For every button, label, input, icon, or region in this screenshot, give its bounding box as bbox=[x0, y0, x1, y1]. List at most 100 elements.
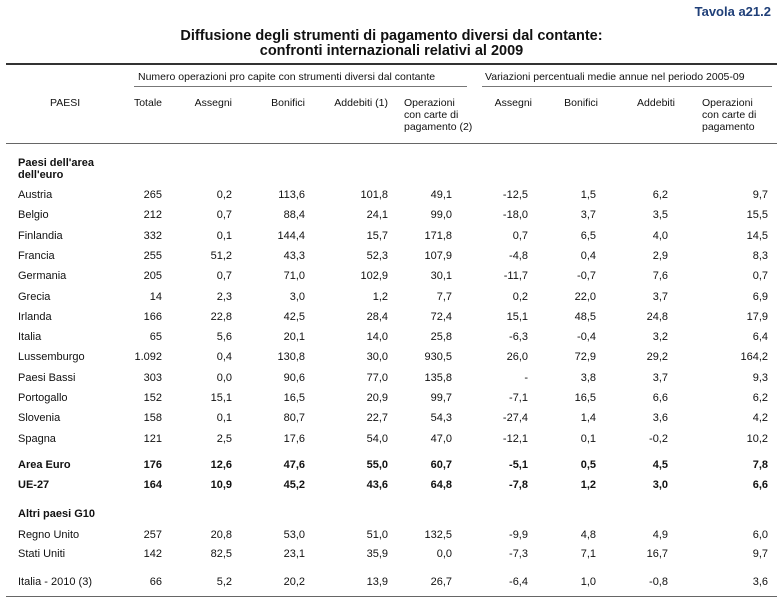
col-header-addebiti: Addebiti (1) bbox=[334, 97, 388, 109]
table-row: Paesi Bassi 303 0,0 90,6 77,0 135,8 - 3,8 3,7 9,3 bbox=[0, 372, 783, 388]
cell-addebiti: 24,1 bbox=[366, 209, 388, 222]
col-header-var-operazioni: Operazioni con carte di pagamento bbox=[702, 97, 772, 133]
cell-var-bonifici: 72,9 bbox=[574, 351, 596, 364]
cell-totale: 158 bbox=[143, 412, 162, 425]
country-name: Italia bbox=[18, 331, 42, 344]
cell-var-assegni: -4,8 bbox=[509, 249, 528, 262]
cell-var-bonifici: 7,1 bbox=[580, 548, 596, 560]
cell-var-operazioni: 6,4 bbox=[752, 331, 768, 344]
cell-operazioni: 7,7 bbox=[436, 290, 452, 303]
col-header-operazioni-line: con carte di bbox=[404, 109, 459, 121]
cell-var-operazioni: 10,2 bbox=[746, 432, 768, 445]
cell-var-operazioni: 6,6 bbox=[752, 479, 768, 491]
cell-totale: 65 bbox=[149, 331, 162, 344]
cell-operazioni: 135,8 bbox=[424, 371, 452, 384]
cell-operazioni: 26,7 bbox=[430, 576, 452, 588]
cell-operazioni: 64,8 bbox=[430, 479, 452, 491]
cell-addebiti: 55,0 bbox=[366, 459, 388, 471]
cell-assegni: 2,5 bbox=[216, 432, 232, 445]
cell-addebiti: 43,6 bbox=[366, 479, 388, 491]
col-header-assegni: Assegni bbox=[194, 97, 232, 109]
table-row: Irlanda 166 22,8 42,5 28,4 72,4 15,1 48,5 24,8 17… bbox=[0, 311, 783, 327]
title-line-2: confronti internazionali relativi al 200… bbox=[259, 43, 524, 59]
cell-assegni: 20,8 bbox=[210, 529, 232, 541]
cell-var-operazioni: 9,7 bbox=[752, 548, 768, 560]
cell-assegni: 0,1 bbox=[216, 412, 232, 425]
cell-var-operazioni: 15,5 bbox=[746, 209, 768, 222]
cell-var-bonifici: 22,0 bbox=[574, 290, 596, 303]
table-row: Portogallo 152 15,1 16,5 20,9 99,7 -7,1 16,5 6,6… bbox=[0, 392, 783, 408]
table-row: Germania 205 0,7 71,0 102,9 30,1 -11,7 -0,7 7,6 0… bbox=[0, 270, 783, 286]
cell-var-operazioni: 0,7 bbox=[752, 270, 768, 283]
cell-bonifici: 90,6 bbox=[283, 371, 305, 384]
cell-var-bonifici: 3,8 bbox=[580, 371, 596, 384]
cell-var-operazioni: 17,9 bbox=[746, 310, 768, 323]
country-name: Regno Unito bbox=[18, 529, 80, 541]
cell-var-assegni: 26,0 bbox=[506, 351, 528, 364]
cell-assegni: 0,7 bbox=[216, 209, 232, 222]
table-row: Regno Unito 257 20,8 53,0 51,0 132,5 -9,9 4,8 4,… bbox=[0, 529, 783, 545]
cell-assegni: 5,2 bbox=[216, 576, 232, 588]
country-name: Area Euro bbox=[18, 459, 71, 471]
cell-bonifici: 113,6 bbox=[278, 189, 305, 201]
cell-var-bonifici: 1,4 bbox=[580, 412, 596, 425]
col-header-var-assegni: Assegni bbox=[494, 97, 532, 109]
cell-var-operazioni: 8,3 bbox=[752, 249, 768, 262]
group-rule-variations bbox=[482, 86, 772, 87]
cell-bonifici: 71,0 bbox=[283, 270, 305, 283]
cell-operazioni: 54,3 bbox=[430, 412, 452, 425]
country-name: Francia bbox=[18, 249, 55, 262]
country-name: Austria bbox=[18, 189, 53, 201]
cell-var-addebiti: 3,5 bbox=[652, 209, 668, 222]
col-header-var-addebiti: Addebiti bbox=[637, 97, 675, 109]
cell-totale: 1.092 bbox=[134, 351, 162, 364]
cell-addebiti: 51,0 bbox=[366, 529, 388, 541]
cell-var-assegni: -27,4 bbox=[502, 412, 528, 425]
section-g10: Altri paesi G10 bbox=[18, 508, 96, 520]
cell-addebiti: 14,0 bbox=[366, 331, 388, 344]
table-row: Slovenia 158 0,1 80,7 22,7 54,3 -27,4 1,4 3,6 4,2 bbox=[0, 412, 783, 428]
cell-addebiti: 35,9 bbox=[366, 548, 388, 560]
cell-bonifici: 23,1 bbox=[283, 548, 305, 560]
cell-addebiti: 28,4 bbox=[366, 310, 388, 323]
cell-assegni: 10,9 bbox=[210, 479, 232, 491]
cell-var-operazioni: 6,9 bbox=[752, 290, 768, 303]
cell-var-operazioni: 7,8 bbox=[752, 459, 768, 471]
country-name: Belgio bbox=[18, 209, 49, 222]
cell-addebiti: 77,0 bbox=[366, 371, 388, 384]
cell-var-assegni: - bbox=[524, 371, 528, 384]
section-euro-area-line: Paesi dell'area bbox=[18, 157, 95, 169]
country-name: Finlandia bbox=[18, 229, 63, 242]
cell-operazioni: 72,4 bbox=[430, 310, 452, 323]
cell-bonifici: 80,7 bbox=[283, 412, 305, 425]
cell-var-addebiti: 29,2 bbox=[646, 351, 668, 364]
cell-bonifici: 47,6 bbox=[283, 459, 305, 471]
cell-totale: 166 bbox=[143, 310, 162, 323]
cell-var-addebiti: 4,9 bbox=[652, 529, 668, 541]
country-name: Grecia bbox=[18, 290, 51, 303]
cell-totale: 176 bbox=[143, 459, 162, 471]
cell-var-addebiti: 2,9 bbox=[652, 249, 668, 262]
cell-totale: 257 bbox=[143, 529, 162, 541]
cell-addebiti: 52,3 bbox=[366, 249, 388, 262]
cell-var-bonifici: 0,4 bbox=[580, 249, 596, 262]
cell-assegni: 2,3 bbox=[216, 290, 232, 303]
cell-var-assegni: -9,9 bbox=[509, 529, 528, 541]
cell-var-operazioni: 4,2 bbox=[752, 412, 768, 425]
cell-operazioni: 0,0 bbox=[436, 548, 452, 560]
cell-var-addebiti: 3,6 bbox=[652, 412, 668, 425]
cell-totale: 121 bbox=[143, 432, 162, 445]
title-line-1: Diffusione degli strumenti di pagamento … bbox=[180, 28, 603, 44]
cell-bonifici: 43,3 bbox=[283, 249, 305, 262]
cell-addebiti: 54,0 bbox=[366, 432, 388, 445]
cell-var-assegni: -7,3 bbox=[509, 548, 528, 560]
country-name: Spagna bbox=[18, 432, 56, 445]
cell-var-bonifici: -0,4 bbox=[577, 331, 596, 344]
cell-addebiti: 102,9 bbox=[360, 270, 388, 283]
country-name: Germania bbox=[18, 270, 67, 283]
table-row: Finlandia 332 0,1 144,4 15,7 171,8 0,7 6,5 4,0 14… bbox=[0, 230, 783, 246]
cell-assegni: 0,7 bbox=[216, 270, 232, 283]
cell-var-addebiti: 16,7 bbox=[646, 548, 668, 560]
cell-var-assegni: 0,2 bbox=[512, 290, 528, 303]
country-name: Irlanda bbox=[18, 310, 52, 323]
